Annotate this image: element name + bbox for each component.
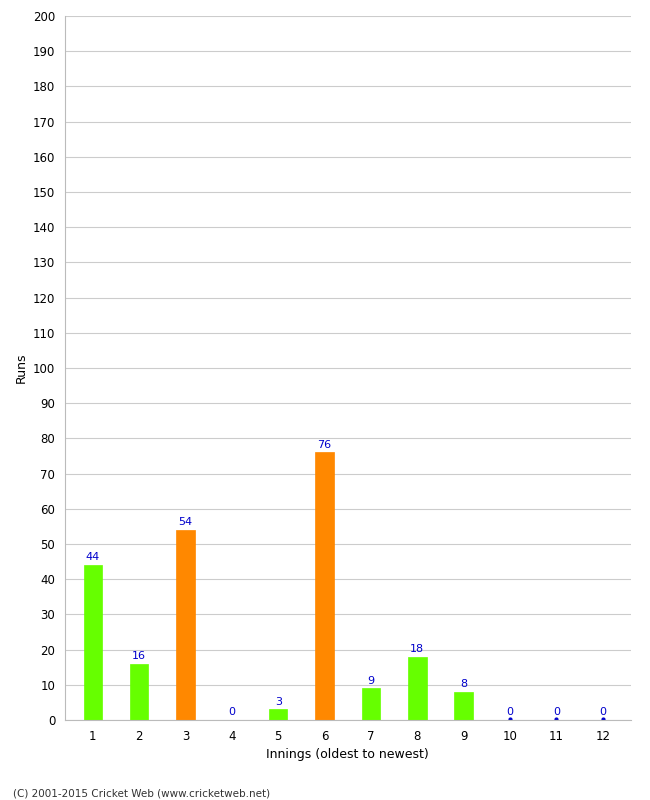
Text: 76: 76 xyxy=(317,440,332,450)
Bar xyxy=(408,657,426,720)
Text: 54: 54 xyxy=(179,517,192,527)
Text: 9: 9 xyxy=(367,675,374,686)
Bar xyxy=(361,688,380,720)
Text: 16: 16 xyxy=(132,651,146,661)
Text: 18: 18 xyxy=(410,644,424,654)
Bar xyxy=(315,453,334,720)
Text: 0: 0 xyxy=(599,707,606,717)
Text: 0: 0 xyxy=(506,707,514,717)
Text: 0: 0 xyxy=(553,707,560,717)
X-axis label: Innings (oldest to newest): Innings (oldest to newest) xyxy=(266,748,429,762)
Text: 8: 8 xyxy=(460,679,467,689)
Bar xyxy=(454,692,473,720)
Bar xyxy=(84,565,102,720)
Text: 0: 0 xyxy=(228,707,235,717)
Bar xyxy=(176,530,195,720)
Y-axis label: Runs: Runs xyxy=(14,353,27,383)
Bar xyxy=(269,710,287,720)
Bar xyxy=(130,664,148,720)
Text: 44: 44 xyxy=(86,552,100,562)
Text: 3: 3 xyxy=(275,697,281,706)
Text: (C) 2001-2015 Cricket Web (www.cricketweb.net): (C) 2001-2015 Cricket Web (www.cricketwe… xyxy=(13,788,270,798)
